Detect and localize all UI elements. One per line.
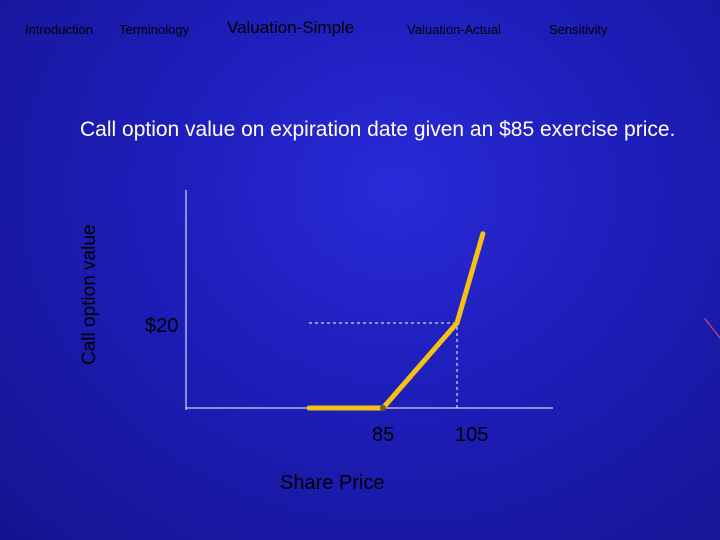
nav-introduction[interactable]: Introduction xyxy=(25,22,93,37)
x-axis-label: Share Price xyxy=(280,472,385,494)
nav-valuation-simple[interactable]: Valuation-Simple xyxy=(227,18,355,37)
x-tick-label: 105 xyxy=(455,424,488,446)
strike-point xyxy=(380,405,386,411)
reference-lines xyxy=(309,322,458,408)
payoff-series xyxy=(306,231,486,411)
x-tick-label: 85 xyxy=(372,424,394,446)
y-tick-label: $20 xyxy=(145,315,178,337)
top-navigation: Introduction Terminology Valuation-Simpl… xyxy=(0,0,720,60)
y-axis-label: Call option value xyxy=(79,225,100,365)
slide-title: Call option value on expiration date giv… xyxy=(80,118,676,141)
nav-terminology[interactable]: Terminology xyxy=(119,22,190,37)
payoff-line xyxy=(306,231,486,411)
nav-valuation-actual[interactable]: Valuation-Actual xyxy=(407,22,501,37)
kink-points xyxy=(380,405,386,411)
nav-sensitivity[interactable]: Sensitivity xyxy=(549,22,608,37)
